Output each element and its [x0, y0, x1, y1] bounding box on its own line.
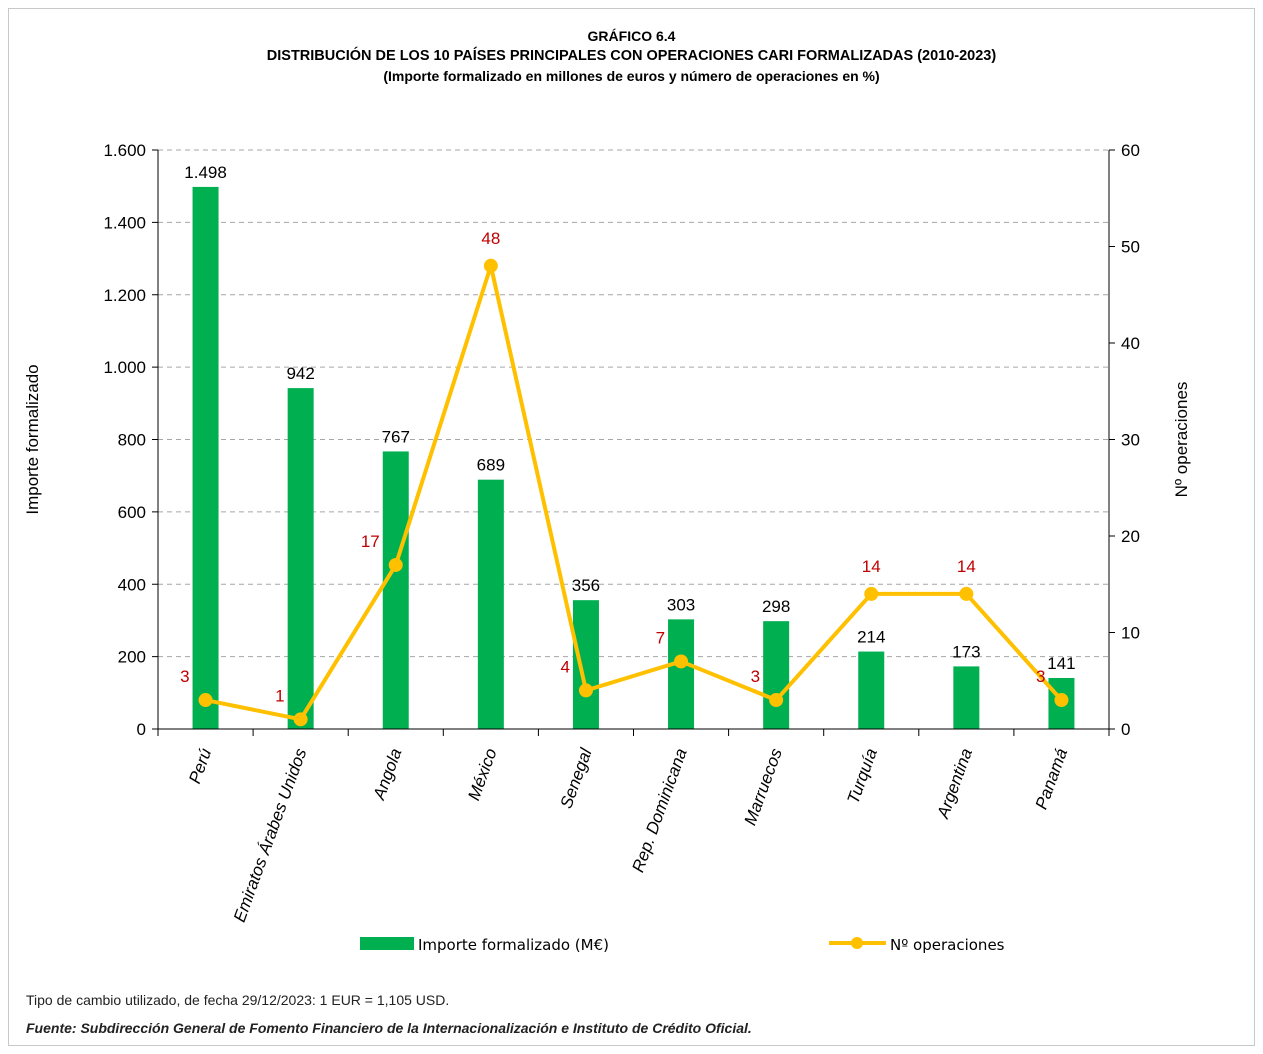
y2-tick-label: 20 [1121, 527, 1140, 546]
y-tick-label: 1.000 [103, 358, 146, 377]
line-point [294, 712, 308, 726]
y-tick-label: 0 [137, 720, 146, 739]
bar [668, 619, 694, 729]
bar-value-label: 298 [762, 597, 790, 616]
line-value-label: 14 [957, 557, 976, 576]
bar-value-label: 689 [477, 456, 505, 475]
y2-axis-title: Nº operaciones [1172, 382, 1191, 498]
x-tick-label: Panamá [1032, 746, 1072, 812]
line-value-label: 7 [656, 628, 665, 647]
y-tick-label: 1.400 [103, 213, 146, 232]
y2-tick-label: 40 [1121, 334, 1140, 353]
x-tick-label: Perú [185, 745, 215, 786]
x-tick-label: Marruecos [741, 745, 786, 827]
y2-tick-label: 60 [1121, 141, 1140, 160]
line-value-label: 3 [751, 667, 760, 686]
y-tick-label: 800 [118, 431, 146, 450]
legend-bar-label: Importe formalizado (M€) [418, 936, 609, 954]
bar [953, 666, 979, 729]
bar [288, 388, 314, 729]
legend-line-marker [851, 937, 863, 949]
line-point [199, 693, 213, 707]
y2-tick-label: 0 [1121, 720, 1130, 739]
x-tick-label: Argentina [933, 746, 976, 822]
line-point [579, 683, 593, 697]
y-tick-label: 600 [118, 503, 146, 522]
line-value-label: 14 [862, 557, 881, 576]
x-tick-label: Senegal [557, 745, 597, 811]
x-tick-label: Turquía [844, 746, 881, 806]
x-tick-label: Angola [369, 746, 405, 803]
bar-value-label: 942 [286, 364, 314, 383]
line-point [484, 259, 498, 273]
line-point [959, 587, 973, 601]
bar-value-label: 767 [382, 427, 410, 446]
line-value-label: 48 [481, 229, 500, 248]
y2-tick-label: 10 [1121, 624, 1140, 643]
source-note: Fuente: Subdirección General de Fomento … [26, 1020, 752, 1036]
bar-value-label: 214 [857, 628, 885, 647]
x-tick-label: Rep. Dominicana [628, 746, 690, 875]
line-point [674, 654, 688, 668]
y-axis-title: Importe formalizado [23, 364, 42, 514]
line-value-label: 1 [275, 686, 284, 705]
line-value-label: 17 [361, 532, 380, 551]
x-tick-label: México [464, 746, 500, 803]
operations-line [206, 266, 1062, 720]
line-value-label: 3 [1036, 667, 1045, 686]
exchange-rate-note: Tipo de cambio utilizado, de fecha 29/12… [26, 992, 449, 1008]
y2-tick-label: 30 [1121, 431, 1140, 450]
line-point [769, 693, 783, 707]
bar [478, 480, 504, 729]
line-value-label: 3 [180, 667, 189, 686]
x-tick-label: Emiratos Árabes Unidos [230, 745, 311, 924]
y-tick-label: 400 [118, 575, 146, 594]
y-tick-label: 200 [118, 648, 146, 667]
bar [763, 621, 789, 729]
legend-bar-swatch [360, 937, 414, 950]
bar [383, 451, 409, 729]
bar-value-label: 1.498 [184, 163, 227, 182]
bar-value-label: 173 [952, 642, 980, 661]
bar-value-label: 303 [667, 595, 695, 614]
line-value-label: 4 [560, 657, 569, 676]
bar [193, 187, 219, 729]
line-point [1054, 693, 1068, 707]
legend-line-label: Nº operaciones [890, 936, 1005, 954]
y2-tick-label: 50 [1121, 238, 1140, 257]
bar [858, 652, 884, 729]
line-point [389, 558, 403, 572]
bar-value-label: 141 [1047, 654, 1075, 673]
y-tick-label: 1.600 [103, 141, 146, 160]
line-point [864, 587, 878, 601]
bar-value-label: 356 [572, 576, 600, 595]
bar [573, 600, 599, 729]
y-tick-label: 1.200 [103, 286, 146, 305]
